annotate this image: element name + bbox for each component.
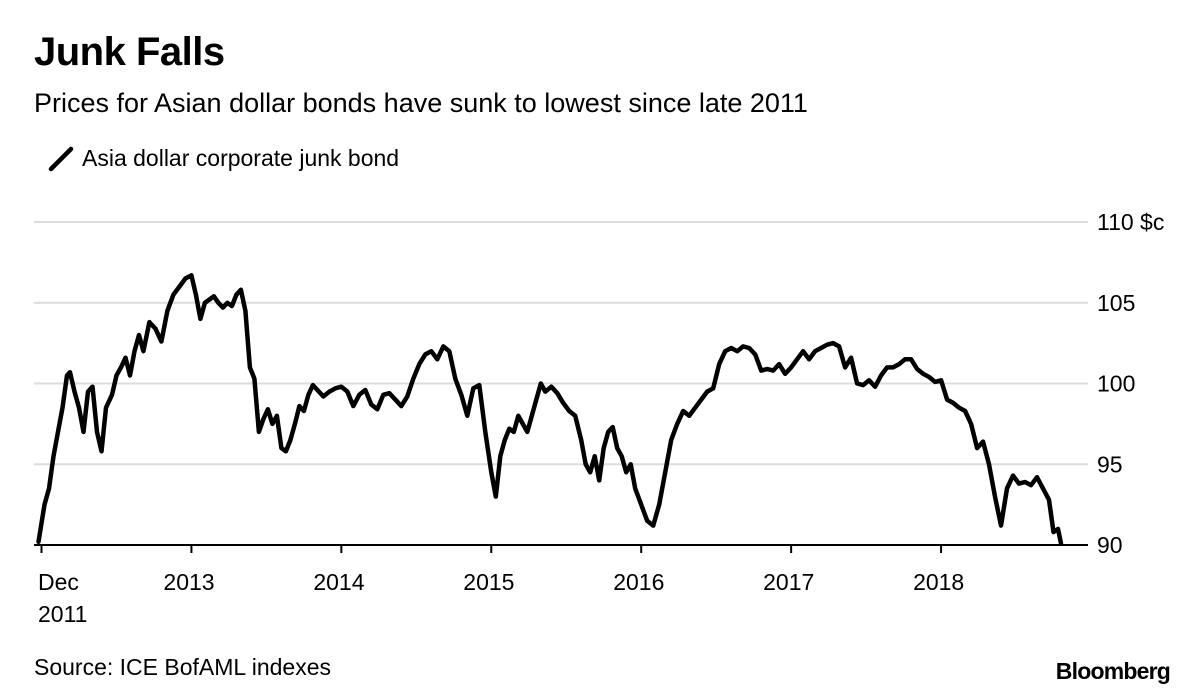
legend: Asia dollar corporate junk bond	[48, 145, 399, 172]
bloomberg-logo: Bloomberg	[1055, 658, 1171, 684]
chart-title: Junk Falls	[34, 30, 225, 74]
chart-subtitle: Prices for Asian dollar bonds have sunk …	[34, 88, 808, 118]
x-tick-label-3: 2015	[463, 569, 514, 595]
y-tick-label-90: 90	[1097, 532, 1123, 558]
y-tick-label-100: 100	[1097, 371, 1135, 397]
source-note: Source: ICE BofAML indexes	[34, 654, 332, 680]
y-tick-label-105: 105	[1097, 290, 1135, 316]
y-tick-label-95: 95	[1097, 451, 1123, 477]
x-tick-label-5: 2017	[763, 569, 814, 595]
series-line-0	[36, 273, 1064, 546]
legend-swatch	[48, 146, 74, 171]
x-tick-label-2: 2014	[313, 569, 364, 595]
legend-label: Asia dollar corporate junk bond	[82, 145, 400, 171]
x-tick-label-0: Dec	[38, 569, 79, 595]
x-tick-label-0-line2: 2011	[38, 601, 87, 627]
y-tick-label-110: 110 $c	[1097, 209, 1164, 235]
x-tick-label-1: 2013	[163, 569, 214, 595]
x-tick-label-6: 2018	[913, 569, 964, 595]
x-tick-label-4: 2016	[613, 569, 664, 595]
